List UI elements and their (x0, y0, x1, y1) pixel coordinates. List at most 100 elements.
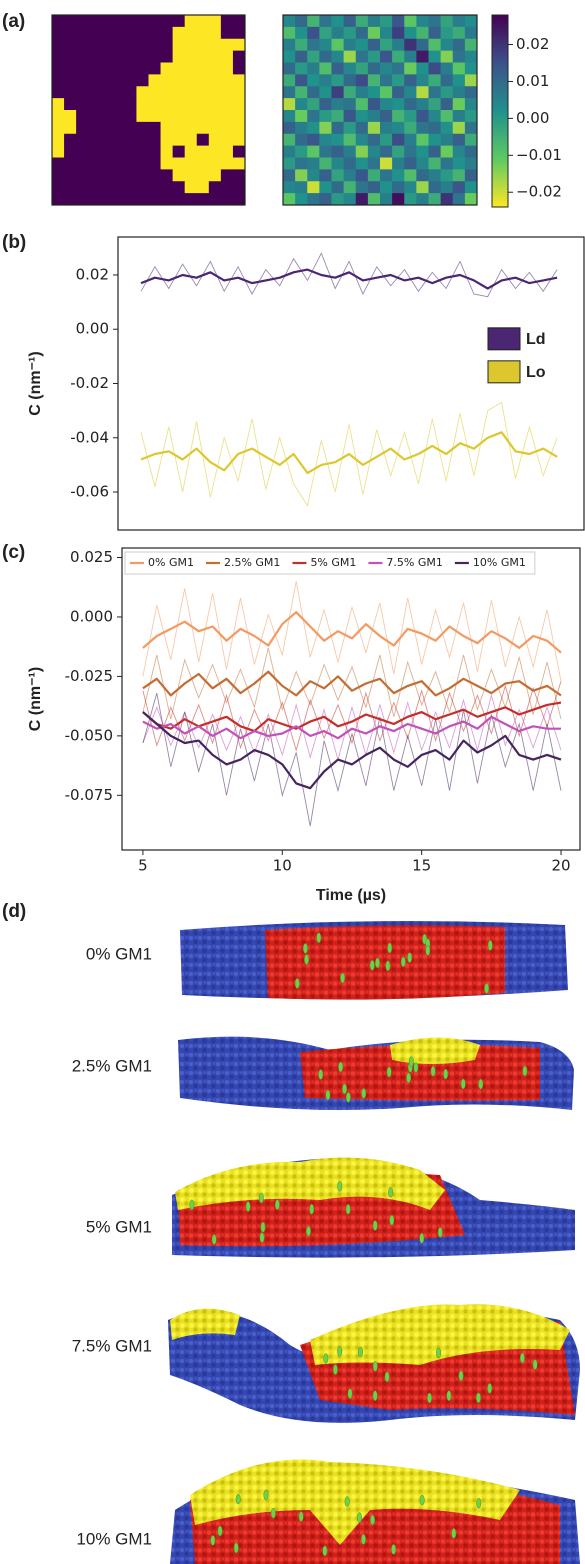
heatmap-frame (282, 14, 478, 206)
heatmap-cell (160, 50, 174, 63)
heatmap-cell (452, 181, 466, 194)
heatmap-cell (76, 74, 89, 87)
heatmap-cell (52, 145, 65, 158)
cholesterol-marker (340, 972, 346, 984)
heatmap-cell (76, 38, 89, 52)
heatmap-cell (112, 157, 125, 170)
cholesterol-marker (258, 1192, 264, 1204)
heatmap-cell (220, 169, 234, 182)
heatmap-cell (428, 145, 442, 158)
cholesterol-marker (384, 1371, 390, 1383)
heatmap-cell (331, 121, 345, 135)
cholesterol-marker (400, 956, 406, 968)
heatmap-cell (160, 145, 174, 158)
heatmap-cell (404, 26, 417, 40)
heatmap-cell (380, 145, 393, 158)
heatmap-cell (232, 169, 246, 182)
heatmap-cell (232, 157, 246, 170)
heatmap-cell (208, 169, 222, 182)
heatmap-cell (295, 74, 308, 87)
heatmap-cell (428, 74, 442, 87)
heatmap-cell (112, 26, 125, 40)
heatmap-cell (452, 26, 466, 40)
heatmap-cell (283, 121, 296, 135)
cholesterol-marker (189, 1199, 195, 1211)
heatmap-cell (76, 169, 89, 182)
heatmap-cell (416, 110, 429, 123)
y-tick-label: -0.025 (65, 667, 113, 685)
heatmap-cell (64, 121, 77, 135)
heatmap-cell (76, 62, 89, 75)
heatmap-cell (404, 38, 417, 52)
heatmap-cell (64, 62, 77, 75)
heatmap-cell (220, 121, 234, 135)
heatmap-cell (148, 193, 161, 206)
heatmap-cell (319, 145, 332, 158)
gm1-cluster (190, 1459, 520, 1545)
heatmap-cell (196, 38, 210, 52)
heatmap-cell (88, 145, 101, 158)
heatmap-cell (307, 86, 320, 99)
cholesterol-marker (342, 1083, 348, 1095)
heatmap-cell (100, 62, 113, 75)
legend-label: 2.5% GM1 (224, 556, 280, 569)
heatmap-cell (148, 50, 161, 63)
membrane-0 (180, 921, 568, 1000)
heatmap-cell (148, 145, 161, 158)
heatmap-cell (416, 26, 429, 40)
heatmap-cell (319, 74, 332, 87)
cholesterol-marker (487, 940, 493, 951)
heatmap-cell (355, 145, 369, 158)
heatmap-cell (416, 74, 429, 87)
heatmap-cell (232, 121, 246, 135)
heatmap-cell (232, 98, 246, 111)
heatmap-cell (452, 38, 466, 52)
heatmap-cell (148, 169, 161, 182)
heatmap-cell (428, 193, 442, 206)
heatmap-cell (64, 110, 77, 123)
plot-frame (121, 547, 581, 851)
cholesterol-marker (458, 1370, 464, 1382)
heatmap-cell (380, 193, 393, 206)
heatmap-cell (283, 74, 296, 87)
heatmap-cell (184, 26, 198, 40)
heatmap-cell (416, 62, 429, 75)
heatmap-cell (283, 193, 296, 206)
x-axis-label: Time (µs) (316, 887, 386, 904)
heatmap-cell (464, 50, 478, 63)
heatmap-cell (196, 145, 210, 158)
heatmap-cell (307, 169, 320, 182)
heatmap-cell (88, 15, 101, 28)
cholesterol-marker (344, 1496, 350, 1507)
heatmap-cell (160, 62, 174, 75)
heatmap-cell (208, 193, 222, 206)
heatmap-cell (100, 98, 113, 111)
cholesterol-marker (245, 1201, 251, 1212)
heatmap-cell (184, 169, 198, 182)
colorbar-tick-label: 0.01 (516, 72, 549, 90)
heatmap-cell (124, 38, 137, 52)
cholesterol-marker (476, 1497, 482, 1509)
heatmap-cell (76, 133, 89, 147)
heatmap-cell (172, 62, 186, 75)
heatmap-cell (404, 157, 417, 170)
heatmap-cell (343, 133, 357, 147)
heatmap-cell (392, 86, 405, 99)
heatmap-cell (428, 110, 442, 123)
heatmap-cell (307, 133, 320, 147)
heatmap-cell (428, 86, 442, 99)
cholesterol-marker (294, 978, 300, 989)
heatmap-cell (416, 169, 429, 182)
heatmap-cell (404, 133, 417, 147)
heatmap-cell (452, 98, 466, 111)
membrane-label: 7.5% GM1 (72, 1336, 152, 1355)
cholesterol-marker (443, 1068, 449, 1080)
membrane-label: 10% GM1 (76, 1529, 152, 1548)
heatmap-cell (416, 157, 429, 170)
cholesterol-marker (356, 1512, 362, 1523)
heatmap-cell (440, 86, 454, 99)
heatmap-cell (295, 157, 308, 170)
heatmap-cell (464, 181, 478, 194)
heatmap-cell (160, 181, 174, 194)
heatmap-frame (51, 14, 246, 206)
